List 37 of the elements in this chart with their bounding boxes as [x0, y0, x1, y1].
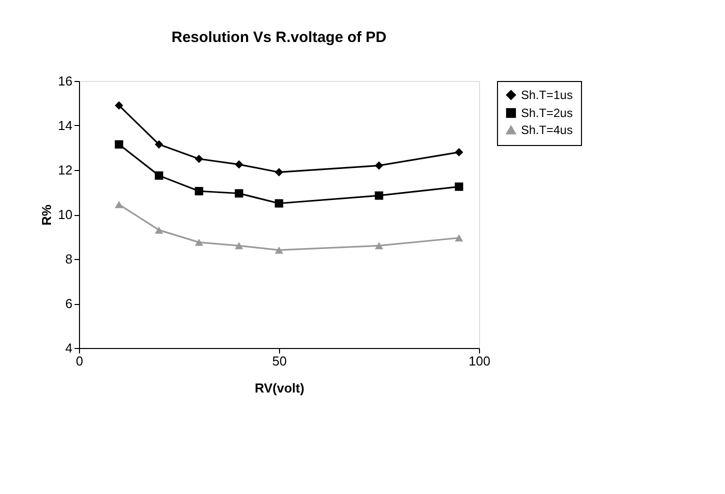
- point: [234, 242, 244, 250]
- point: [154, 140, 164, 149]
- point: [194, 154, 204, 164]
- y-tick-label: 10: [58, 207, 72, 222]
- legend-label: Sh.T=2us: [521, 106, 573, 120]
- y-tick-label: 4: [65, 340, 72, 356]
- point: [234, 189, 244, 198]
- point: [274, 199, 284, 208]
- point: [234, 160, 244, 169]
- y-tick-label: 16: [58, 74, 72, 88]
- point: [194, 186, 204, 196]
- x-axis-title: RV(volt): [254, 380, 304, 396]
- point: [154, 171, 164, 180]
- y-tick-label: 14: [58, 118, 72, 133]
- point: [454, 182, 464, 191]
- point: [154, 226, 164, 234]
- point: [374, 191, 384, 200]
- point: [114, 200, 124, 208]
- point: [274, 246, 284, 254]
- point: [454, 234, 464, 242]
- point: [274, 168, 284, 176]
- y-tick-label: 8: [65, 252, 72, 266]
- legend-label: Sh.T=1us: [521, 88, 573, 102]
- chart-title: Resolution Vs R.voltage of PD: [171, 29, 387, 46]
- point: [114, 101, 124, 110]
- legend-label: Sh.T=4us: [521, 123, 573, 137]
- point: [114, 140, 124, 149]
- x-tick-label: 0: [76, 354, 84, 368]
- point: [194, 238, 204, 246]
- x-tick-label: 100: [468, 354, 490, 368]
- point: [374, 161, 384, 170]
- y-tick-label: 12: [58, 162, 72, 178]
- x-tick-label: 50: [272, 354, 287, 368]
- y-tick-label: 6: [65, 296, 72, 311]
- point: [374, 242, 384, 250]
- point: [454, 148, 464, 156]
- y-axis-title: R%: [39, 204, 54, 226]
